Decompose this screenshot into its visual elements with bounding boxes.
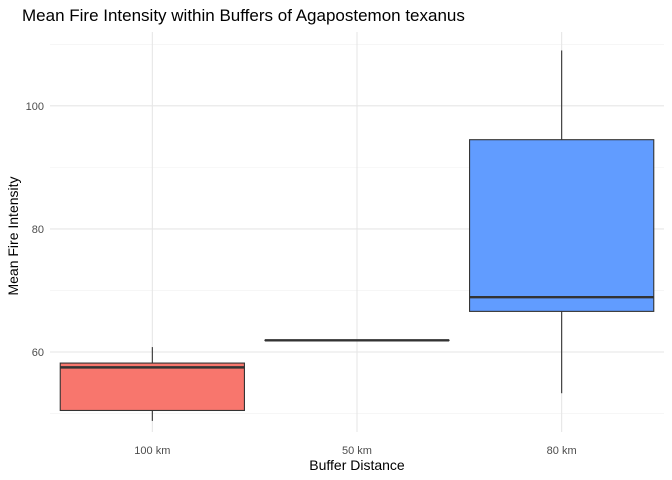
y-tick-label: 100 — [26, 101, 44, 113]
y-axis-ticks: 60 80 100 — [26, 101, 44, 359]
x-axis-ticks: 100 km 50 km 80 km — [134, 445, 576, 457]
y-tick-label: 60 — [32, 347, 44, 359]
box-100-km — [59, 347, 245, 421]
boxes — [59, 50, 655, 421]
y-tick-label: 80 — [32, 224, 44, 236]
y-axis-title: Mean Fire Intensity — [5, 176, 21, 295]
x-tick-label: 80 km — [547, 445, 577, 457]
x-tick-label: 50 km — [342, 445, 372, 457]
x-tick-label: 100 km — [134, 445, 170, 457]
chart-title: Mean Fire Intensity within Buffers of Ag… — [22, 6, 465, 25]
box-body — [469, 139, 655, 312]
box-body — [59, 362, 245, 412]
box-80-km — [469, 50, 655, 394]
x-axis-title: Buffer Distance — [309, 457, 405, 473]
